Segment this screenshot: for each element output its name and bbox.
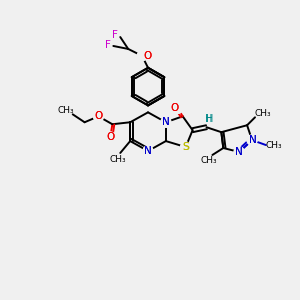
Circle shape	[173, 103, 183, 113]
Circle shape	[181, 142, 190, 152]
Circle shape	[161, 117, 171, 127]
Text: CH₃: CH₃	[110, 155, 127, 164]
Text: CH₃: CH₃	[266, 140, 282, 149]
Text: N: N	[235, 147, 243, 157]
Circle shape	[161, 117, 171, 127]
Circle shape	[143, 146, 153, 156]
Text: CH₃: CH₃	[200, 156, 217, 165]
Circle shape	[143, 146, 153, 156]
Text: N: N	[235, 147, 243, 157]
Text: N: N	[249, 135, 257, 145]
Text: N: N	[249, 135, 257, 145]
Text: S: S	[182, 142, 189, 152]
Text: O: O	[143, 51, 151, 61]
Circle shape	[173, 103, 183, 113]
Text: O: O	[94, 111, 103, 121]
Text: H: H	[206, 114, 213, 124]
Text: O: O	[106, 132, 115, 142]
Circle shape	[94, 111, 103, 121]
Text: O: O	[143, 51, 151, 61]
Circle shape	[247, 135, 257, 145]
Circle shape	[181, 142, 190, 152]
Text: F: F	[106, 40, 111, 50]
Text: S: S	[182, 142, 189, 152]
Text: N: N	[162, 117, 170, 127]
Text: CH₃: CH₃	[58, 106, 74, 115]
Text: H: H	[205, 114, 212, 124]
Text: N: N	[144, 146, 152, 156]
Text: CH₃: CH₃	[255, 109, 271, 118]
Circle shape	[105, 132, 115, 142]
Circle shape	[137, 51, 147, 61]
Text: O: O	[171, 103, 179, 113]
Text: O: O	[171, 103, 179, 113]
Circle shape	[94, 111, 103, 121]
Text: O: O	[94, 111, 103, 121]
Circle shape	[105, 132, 115, 142]
Text: O: O	[106, 132, 115, 142]
Text: F: F	[112, 30, 118, 40]
Circle shape	[234, 147, 244, 157]
Text: N: N	[144, 146, 152, 156]
Circle shape	[247, 135, 257, 145]
Circle shape	[234, 147, 244, 157]
Text: N: N	[162, 117, 170, 127]
